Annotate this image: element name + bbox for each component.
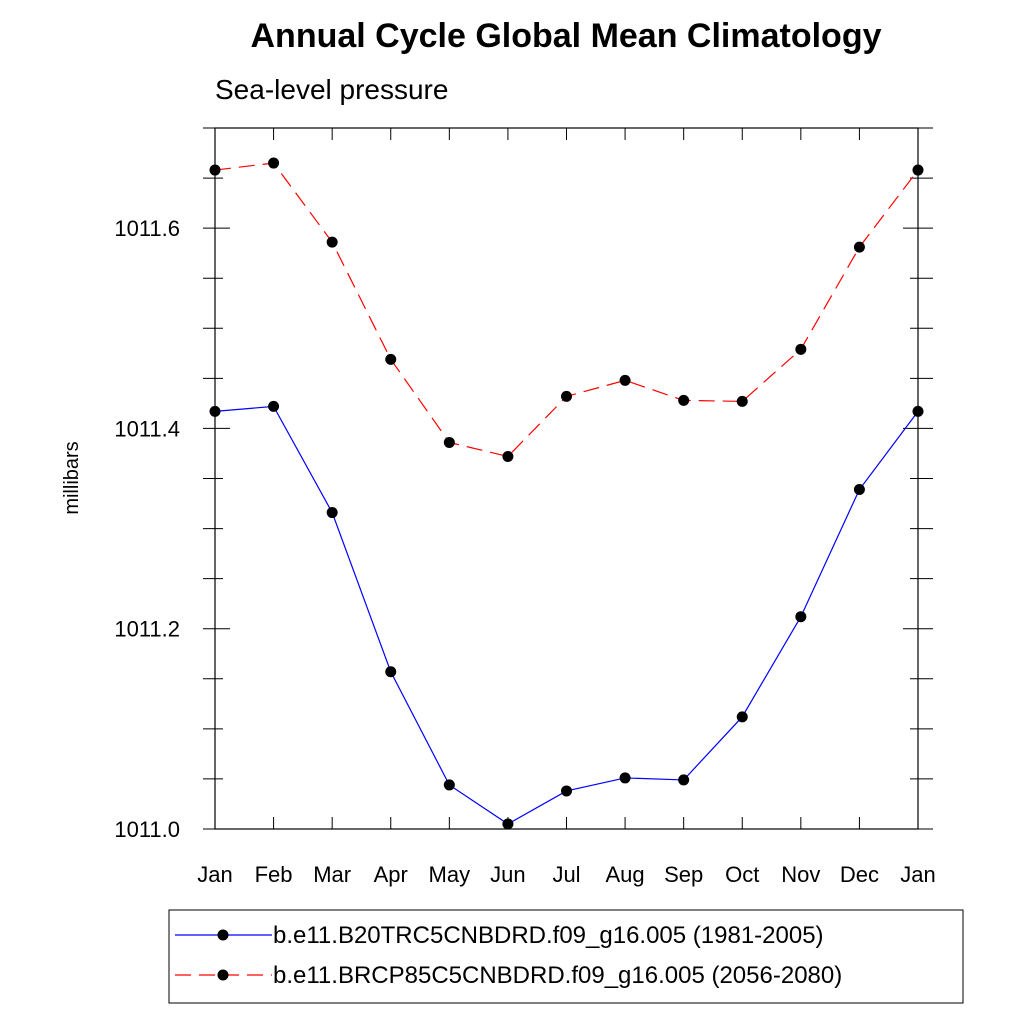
series-2-point (502, 450, 514, 462)
legend-marker-1 (217, 929, 229, 941)
series-2-point (326, 236, 338, 248)
legend-box (168, 909, 964, 1004)
x-tick-label: Jan (197, 862, 232, 887)
series-2-point (736, 395, 748, 407)
legend-label-2: b.e11.BRCP85C5CNBDRD.f09_g16.005 (2056-2… (273, 962, 842, 989)
x-tick-label: Jun (490, 862, 525, 887)
x-tick-label: Apr (374, 862, 408, 887)
x-tick-label: Nov (781, 862, 820, 887)
x-tick-label: May (429, 862, 471, 887)
series-1-point (443, 779, 455, 791)
y-tick-label: 1011.2 (114, 617, 180, 642)
series-2-point (853, 241, 865, 253)
series-1-point (853, 484, 865, 496)
x-tick-labels: Jan Feb Mar Apr May Jun Jul Aug Sep Oct Nov Dec Jan (197, 862, 935, 887)
series-2-point (912, 164, 924, 176)
series-1-point (561, 785, 572, 797)
series-layer (209, 157, 924, 830)
series-2-point (268, 157, 280, 169)
x-tick-label: Sep (664, 862, 703, 887)
series-1-point (795, 611, 807, 623)
chart-subtitle: Sea-level pressure (215, 74, 448, 105)
series-1-point (678, 774, 690, 786)
series-2-point (619, 374, 631, 386)
series-1-point (326, 507, 338, 519)
series-1-point (912, 405, 924, 417)
x-tick-label: Feb (255, 862, 293, 887)
series-1-point (502, 818, 514, 830)
y-tick-label: 1011.6 (114, 216, 180, 241)
series-line-1 (214, 405, 919, 825)
plot-frame (214, 127, 919, 830)
series-line-2 (214, 162, 919, 458)
y-axis-label: millibars (61, 441, 83, 514)
series-2-point (443, 436, 455, 448)
legend-marker-2 (217, 969, 229, 981)
chart-title: Annual Cycle Global Mean Climatology (251, 17, 882, 55)
series-2-point (209, 164, 221, 176)
series-1-point (736, 711, 748, 723)
legend: b.e11.B20TRC5CNBDRD.f09_g16.005 (1981-20… (168, 909, 964, 1004)
series-1-point (619, 772, 631, 784)
legend-label-1: b.e11.B20TRC5CNBDRD.f09_g16.005 (1981-20… (273, 922, 824, 949)
y-tick-label: 1011.4 (114, 416, 180, 441)
x-tick-label: Dec (840, 862, 879, 887)
series-1-point (385, 666, 397, 678)
x-tick-label: Jan (900, 862, 935, 887)
axis-ticks (203, 127, 933, 830)
x-tick-label: Mar (313, 862, 351, 887)
series-1-point (268, 400, 280, 412)
x-tick-label: Aug (606, 862, 645, 887)
x-tick-label: Jul (552, 862, 580, 887)
series-2-point (385, 353, 397, 365)
y-tick-labels: 1011.0 1011.2 1011.4 1011.6 (114, 216, 180, 842)
series-2-point (678, 394, 690, 406)
series-2-point (795, 343, 807, 355)
x-tick-label: Oct (725, 862, 759, 887)
series-1-point (209, 405, 221, 417)
series-2-point (561, 390, 572, 402)
y-tick-label: 1011.0 (114, 817, 180, 842)
